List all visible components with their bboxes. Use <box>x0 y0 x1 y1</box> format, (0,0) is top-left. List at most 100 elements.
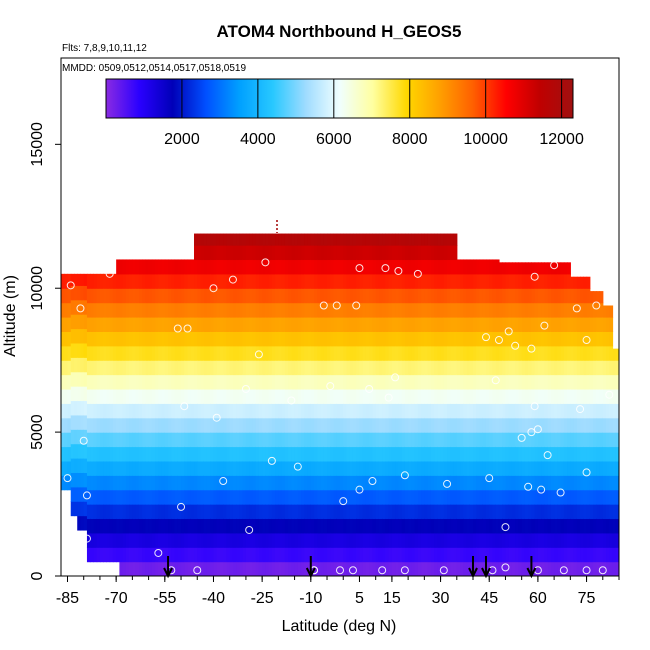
layer-cell <box>258 345 263 361</box>
layer-cell <box>103 345 108 361</box>
layer-cell <box>482 317 487 332</box>
layer-cell <box>388 532 393 548</box>
layer-cell <box>437 417 442 433</box>
layer-cell <box>310 547 315 563</box>
layer-cell <box>586 331 591 347</box>
layer-cell <box>421 360 425 376</box>
layer-cell <box>226 360 231 376</box>
layer-cell <box>557 532 562 548</box>
layer-cell <box>456 374 461 390</box>
layer-cell <box>550 446 555 462</box>
layer-cell <box>404 317 409 332</box>
layer-cell <box>498 403 503 419</box>
layer-cell <box>580 504 584 520</box>
layer-cell <box>155 504 159 520</box>
layer-cell <box>537 345 542 361</box>
layer-cell <box>288 417 292 433</box>
layer-cell <box>236 331 241 347</box>
layer-cell <box>576 288 581 304</box>
layer-cell <box>612 547 617 563</box>
layer-cell <box>593 345 597 361</box>
layer-cell <box>288 317 292 332</box>
layer-cell <box>119 403 124 419</box>
layer-cell <box>404 259 409 275</box>
layer-cell <box>430 331 435 347</box>
observation-point <box>66 281 75 290</box>
layer-cell <box>197 532 202 548</box>
layer-cell <box>275 288 279 304</box>
layer-cell <box>194 302 198 318</box>
layer-cell <box>463 475 468 491</box>
layer-cell <box>291 547 296 563</box>
layer-cell <box>336 547 341 563</box>
layer-cell <box>116 432 120 448</box>
observation-point <box>183 324 192 333</box>
layer-cell <box>148 360 153 376</box>
layer-cell <box>122 475 127 491</box>
layer-cell <box>177 317 182 332</box>
layer-cell <box>197 561 202 576</box>
y-axis-label: Altitude (m) <box>2 275 19 357</box>
layer-cell <box>563 504 568 520</box>
layer-cell <box>427 504 432 520</box>
layer-cell <box>440 288 445 304</box>
layer-cell <box>382 417 387 433</box>
layer-cell <box>203 504 208 520</box>
layer-cell <box>417 288 422 304</box>
layer-cell <box>485 360 490 376</box>
layer-cell <box>125 504 130 520</box>
layer-cell <box>482 460 487 476</box>
layer-cell <box>563 475 568 491</box>
layer-cell <box>112 432 117 448</box>
layer-cell <box>330 388 335 404</box>
layer-cell <box>346 302 351 318</box>
layer-cell <box>502 360 507 376</box>
layer-cell <box>596 561 601 576</box>
layer-cell <box>320 432 325 448</box>
layer-cell <box>583 317 588 332</box>
plot-frame <box>60 57 620 577</box>
layer-cell <box>511 475 516 491</box>
layer-cell <box>336 417 341 433</box>
layer-cell <box>323 317 328 332</box>
layer-cell <box>340 532 344 548</box>
layer-cell <box>534 288 539 304</box>
layer-cell <box>489 475 494 491</box>
layer-cell <box>447 374 451 390</box>
layer-cell <box>158 403 163 419</box>
layer-cell <box>606 446 610 462</box>
layer-cell <box>479 518 484 534</box>
layer-cell <box>378 388 383 404</box>
layer-cell <box>440 317 445 332</box>
layer-cell <box>83 386 88 402</box>
layer-cell <box>122 331 127 347</box>
layer-cell <box>232 374 237 390</box>
layer-cell <box>537 504 542 520</box>
layer-cell <box>109 288 114 304</box>
layer-cell <box>583 360 588 376</box>
layer-cell <box>434 302 438 318</box>
layer-cell <box>119 345 124 361</box>
layer-cell <box>327 504 331 520</box>
layer-cell <box>599 504 604 520</box>
layer-cell <box>430 460 435 476</box>
layer-cell <box>86 417 91 433</box>
layer-cell <box>106 518 111 534</box>
layer-cell <box>112 388 117 404</box>
layer-cell <box>310 561 315 576</box>
layer-cell <box>229 417 234 433</box>
layer-cell <box>515 446 520 462</box>
layer-cell <box>194 345 198 361</box>
layer-cell <box>398 561 403 576</box>
layer-cell <box>602 331 607 347</box>
layer-cell <box>362 460 367 476</box>
layer-cell <box>550 388 555 404</box>
layer-cell <box>314 432 318 448</box>
layer-cell <box>86 288 91 304</box>
layer-cell <box>67 317 72 332</box>
layer-cell <box>327 475 331 491</box>
layer-cell <box>430 288 435 304</box>
layer-cell <box>343 331 348 347</box>
layer-cell <box>265 432 270 448</box>
layer-cell <box>511 504 516 520</box>
